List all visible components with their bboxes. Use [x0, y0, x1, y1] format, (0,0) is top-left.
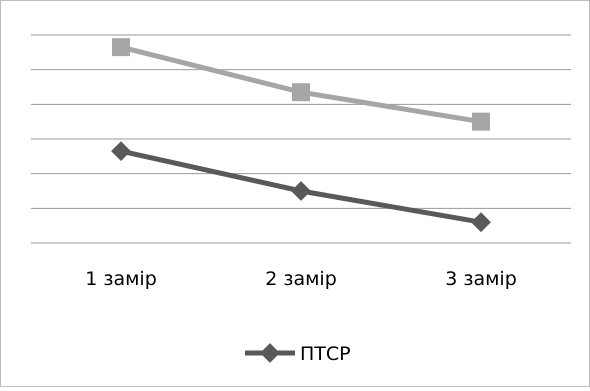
x-tick-label: 2 замір	[265, 268, 337, 290]
data-point-square	[292, 83, 310, 102]
data-point-diamond	[291, 181, 311, 201]
data-point-diamond	[471, 212, 491, 233]
data-point-square	[112, 38, 130, 57]
gridlines	[31, 34, 571, 244]
x-tick-label: 1 замір	[85, 268, 157, 290]
legend-diamond-marker	[260, 343, 280, 363]
data-point-square	[472, 112, 490, 131]
legend: ПТСР	[245, 343, 351, 365]
x-axis-labels: 1 замір 2 замір 3 замір	[85, 268, 517, 290]
series-layer	[111, 38, 491, 233]
x-tick-label: 3 замір	[445, 268, 517, 290]
legend-label: ПТСР	[300, 343, 351, 365]
data-point-diamond	[111, 141, 131, 162]
